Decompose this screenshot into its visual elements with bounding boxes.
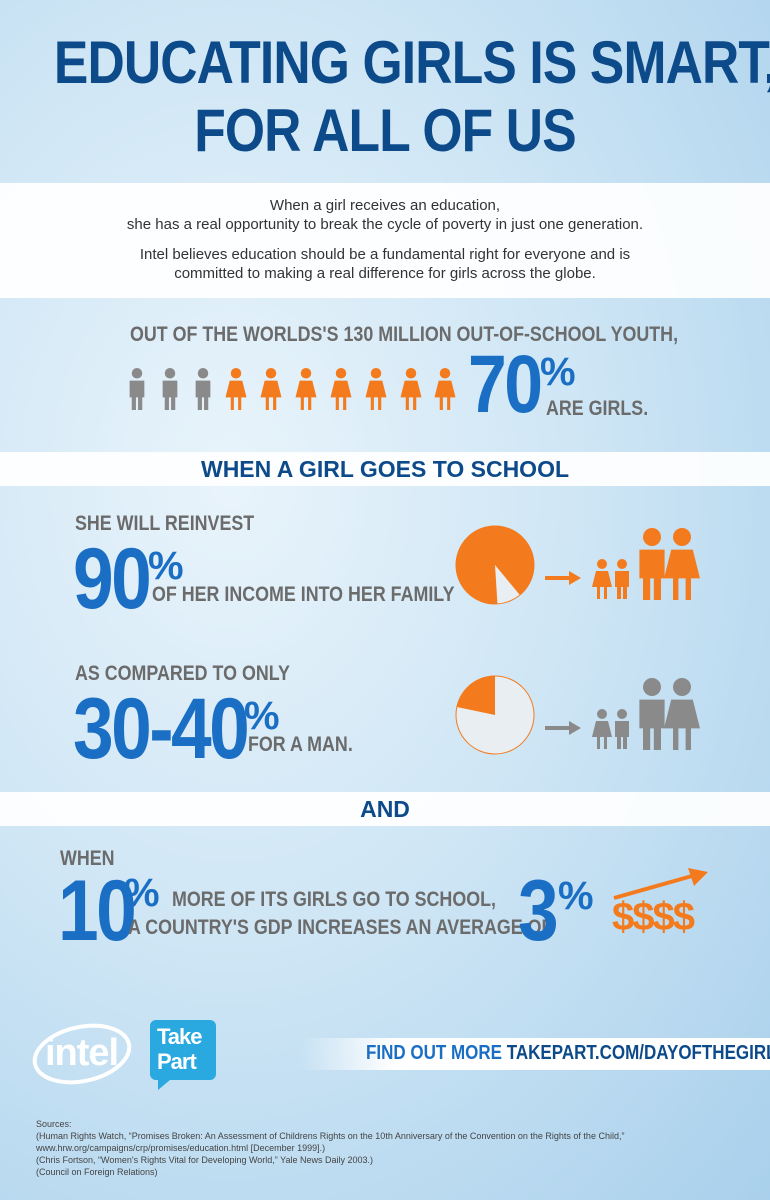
compare-lead: AS COMPARED TO ONLY bbox=[75, 662, 290, 685]
cta-link[interactable]: TAKEPART.COM/DAYOFTHEGIRL bbox=[506, 1042, 770, 1064]
title-line: EDUCATING GIRLS IS SMART, bbox=[53, 29, 770, 96]
takepart-word: Take bbox=[157, 1024, 203, 1049]
sources-label: Sources: bbox=[36, 1119, 72, 1129]
section-band bbox=[0, 452, 770, 486]
people-icons bbox=[129, 368, 456, 410]
cta-lead: FIND OUT MORE bbox=[366, 1042, 502, 1064]
source-line: (Council on Foreign Relations) bbox=[36, 1167, 158, 1177]
growth-arrow bbox=[613, 868, 708, 900]
takepart-word: Part bbox=[157, 1049, 197, 1074]
cta: FIND OUT MORE TAKEPART.COM/DAYOFTHEGIRL bbox=[366, 1042, 770, 1065]
compare-unit: % bbox=[244, 694, 280, 738]
intro-line: she has a real opportunity to break the … bbox=[126, 216, 644, 233]
section-heading: AND bbox=[360, 796, 410, 822]
compare-caption: FOR A MAN. bbox=[248, 733, 353, 756]
stat-heading: OUT OF THE WORLDS'S 130 MILLION OUT-OF-S… bbox=[130, 323, 679, 346]
reinvest-unit: % bbox=[148, 544, 184, 588]
pie-man bbox=[455, 675, 535, 755]
takepart-logo bbox=[150, 1020, 216, 1090]
intel-wordmark: intel bbox=[45, 1032, 119, 1074]
pie-woman bbox=[455, 525, 535, 605]
intro-line: When a girl receives an education, bbox=[269, 197, 501, 214]
section-band bbox=[0, 792, 770, 826]
gdp-figure: 10 bbox=[58, 863, 137, 959]
arrow bbox=[545, 571, 581, 585]
cta-band bbox=[300, 1038, 770, 1070]
stat-unit: % bbox=[540, 350, 576, 394]
gdp-line: MORE OF ITS GIRLS GO TO SCHOOL, bbox=[172, 888, 496, 911]
compare-figure: 30-40 bbox=[73, 681, 250, 777]
pie-slice bbox=[456, 526, 534, 604]
gdp-line: A COUNTRY'S GDP INCREASES AN AVERAGE OF bbox=[128, 916, 553, 939]
source-line: www.hrw.org/campaigns/crp/promises/educa… bbox=[36, 1143, 326, 1153]
stat-caption: ARE GIRLS. bbox=[546, 397, 649, 420]
gdp-unit: % bbox=[558, 874, 594, 918]
gdp-figure: 3 bbox=[518, 863, 559, 959]
intro-line: committed to making a real difference fo… bbox=[174, 265, 596, 282]
gdp-lead: WHEN bbox=[60, 847, 115, 870]
section-heading: WHEN A GIRL GOES TO SCHOOL bbox=[200, 456, 570, 482]
reinvest-lead: SHE WILL REINVEST bbox=[75, 512, 255, 535]
family-icons bbox=[592, 528, 700, 600]
reinvest-figure: 90 bbox=[73, 531, 152, 627]
reinvest-caption: OF HER INCOME INTO HER FAMILY bbox=[152, 583, 455, 606]
intro-band bbox=[0, 183, 770, 298]
intel-logo bbox=[32, 1023, 132, 1085]
money-icons: $$$$ bbox=[612, 895, 695, 939]
source-line: (Chris Fortson, “Women's Rights Vital fo… bbox=[36, 1155, 374, 1165]
stat-figure: 70 bbox=[468, 339, 543, 430]
title-line: FOR ALL OF US bbox=[194, 97, 576, 164]
source-line: (Human Rights Watch, “Promises Broken: A… bbox=[36, 1131, 625, 1141]
arrow bbox=[545, 721, 581, 735]
family-icons bbox=[592, 678, 700, 750]
intro-line: Intel believes education should be a fun… bbox=[139, 246, 631, 263]
gdp-unit: % bbox=[124, 871, 160, 915]
